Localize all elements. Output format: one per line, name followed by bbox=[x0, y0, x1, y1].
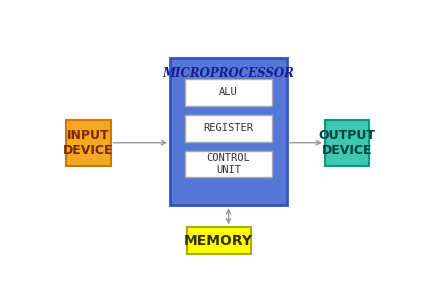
Text: INPUT
DEVICE: INPUT DEVICE bbox=[63, 129, 114, 157]
Text: ALU: ALU bbox=[219, 87, 238, 97]
Text: REGISTER: REGISTER bbox=[204, 123, 254, 133]
Bar bbox=[187, 227, 251, 254]
Bar bbox=[185, 151, 272, 178]
Text: OUTPUT
DEVICE: OUTPUT DEVICE bbox=[319, 129, 376, 157]
Bar bbox=[170, 58, 287, 205]
Bar bbox=[185, 79, 272, 106]
Text: MEMORY: MEMORY bbox=[184, 234, 253, 248]
Bar bbox=[66, 119, 111, 166]
Bar bbox=[185, 115, 272, 141]
Text: CONTROL
UNIT: CONTROL UNIT bbox=[207, 154, 250, 175]
Bar bbox=[325, 119, 369, 166]
Text: MICROPROCESSOR: MICROPROCESSOR bbox=[163, 67, 295, 80]
